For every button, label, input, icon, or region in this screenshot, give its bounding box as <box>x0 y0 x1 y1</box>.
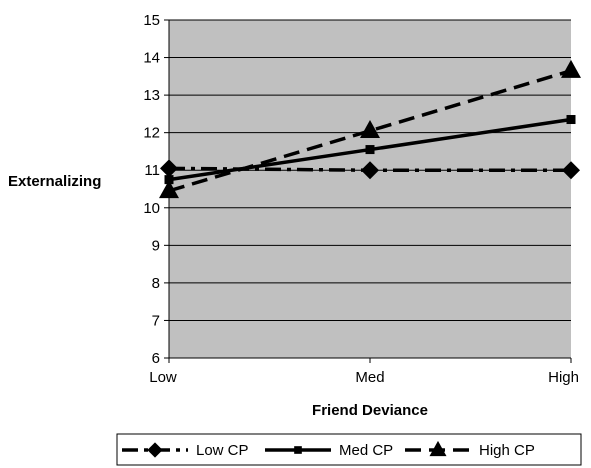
y-tick-label: 13 <box>143 87 160 104</box>
diamond-marker <box>562 161 580 180</box>
legend: Low CP Med CP High CP <box>116 433 582 466</box>
legend-label: Med CP <box>339 442 393 459</box>
y-tick-label: 10 <box>143 200 160 217</box>
square-marker <box>566 115 576 125</box>
x-tick-labels: Low Med High <box>149 369 579 386</box>
triangle-marker <box>561 59 581 78</box>
triangle-marker <box>360 119 380 138</box>
y-tick-labels: 6 7 8 9 10 11 12 13 14 15 <box>143 12 160 367</box>
y-tick-label: 9 <box>152 237 160 254</box>
y-tick-label: 15 <box>143 12 160 29</box>
plot-area <box>169 20 571 358</box>
x-tick-label: Med <box>355 369 384 386</box>
diamond-marker <box>147 442 163 458</box>
square-marker <box>365 145 375 155</box>
legend-label: High CP <box>479 442 535 459</box>
x-axis-title: Friend Deviance <box>312 402 428 419</box>
y-tick-label: 8 <box>152 275 160 292</box>
y-tick-label: 6 <box>152 350 160 367</box>
x-tick-label: Low <box>149 369 177 386</box>
y-tick-label: 11 <box>144 162 160 179</box>
y-tick-label: 7 <box>152 312 160 329</box>
diamond-marker <box>361 161 379 180</box>
square-marker <box>294 446 302 454</box>
legend-item: High CP <box>405 440 535 459</box>
legend-item: Med CP <box>265 442 393 459</box>
axes <box>164 19 572 363</box>
y-tick-label: 14 <box>143 50 160 67</box>
x-tick-label: High <box>548 369 579 386</box>
y-tick-label: 12 <box>143 125 160 142</box>
legend-box <box>116 433 582 466</box>
series-line <box>168 69 572 193</box>
y-axis-title: Externalizing <box>8 173 101 190</box>
triangle-marker <box>429 440 447 457</box>
legend-label: Low CP <box>196 442 249 459</box>
legend-item: Low CP <box>122 442 249 459</box>
